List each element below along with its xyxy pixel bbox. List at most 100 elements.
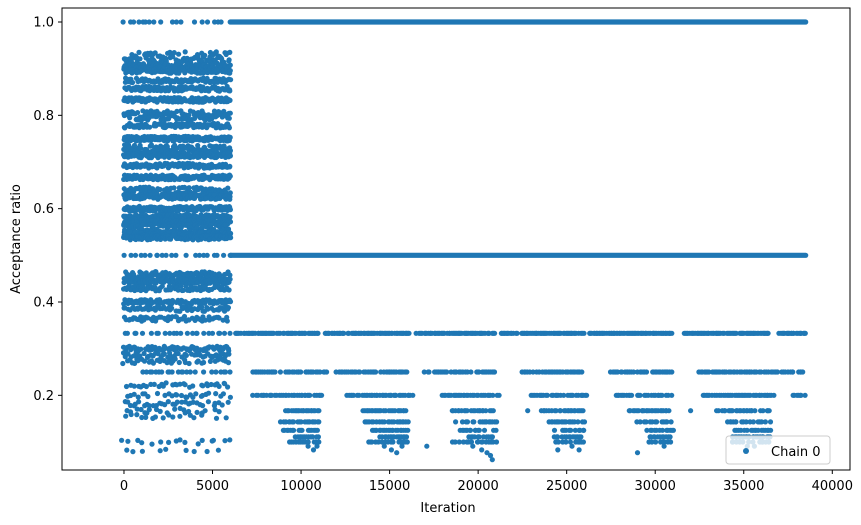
data-point [468,439,475,445]
data-point [634,450,641,456]
data-point [133,330,139,336]
data-point [221,330,228,336]
data-point [216,315,222,321]
data-point [169,252,175,258]
data-point [135,437,141,443]
data-point [228,235,234,241]
data-point [316,408,322,414]
data-point [167,287,174,293]
data-point [190,383,196,389]
data-point [631,369,637,375]
data-point [490,408,496,414]
data-point [166,412,172,418]
data-point [125,438,131,444]
data-point [202,52,208,58]
data-point [142,252,148,258]
data-point [316,419,322,425]
data-point [220,317,226,323]
data-point [373,369,379,375]
data-point [468,369,474,375]
data-point [351,392,357,398]
x-tick-label: 40000 [812,479,853,494]
data-point [139,448,145,454]
data-point [659,427,666,433]
data-point [227,219,234,225]
data-point [762,419,769,425]
data-point [669,330,675,336]
data-point [169,297,176,304]
data-point [223,415,229,421]
data-point [629,392,635,398]
data-point [127,229,134,235]
data-point [464,408,470,414]
data-point [666,408,672,414]
data-point [579,369,585,375]
data-point [479,447,485,453]
data-point [162,402,168,408]
data-point [476,427,482,433]
x-tick-label: 10000 [280,479,321,494]
data-point [390,439,396,445]
data-point [199,304,205,310]
data-point [572,427,578,433]
data-point [576,447,582,453]
data-point [223,222,229,228]
data-point [159,283,165,289]
data-point [213,391,219,397]
x-tick-label: 20000 [457,479,498,494]
data-point [155,351,161,357]
data-point [227,49,233,56]
data-point [170,414,176,420]
data-point [166,439,172,445]
data-point [131,19,137,25]
data-point [135,394,141,400]
data-point [314,427,320,433]
data-point [750,419,757,425]
data-point [169,369,175,375]
data-point [802,392,808,398]
data-point [143,414,149,420]
data-point [213,415,220,421]
data-point [176,359,182,366]
legend: Chain 0 [725,435,831,465]
data-point [125,399,131,405]
data-point [305,443,311,449]
data-point [765,330,771,336]
data-point [151,381,157,387]
data-point [217,330,223,336]
data-point [174,108,180,114]
x-tick-label: 25000 [546,479,587,494]
data-point [226,115,232,121]
data-point [167,330,173,336]
data-point [227,369,233,375]
data-point [487,452,494,459]
data-point [227,330,233,336]
data-point [555,439,562,445]
data-point [580,408,586,414]
data-point [768,427,774,433]
data-point [481,427,488,433]
data-point [136,19,142,25]
data-point [173,252,179,258]
data-point [227,190,233,196]
data-point [555,434,561,440]
data-point [669,392,675,398]
data-point [525,408,531,414]
y-tick-label: 0.8 [33,109,54,124]
data-point [154,390,161,397]
data-point [654,419,660,425]
data-point [178,19,184,25]
data-point [227,163,233,169]
data-point [553,408,559,414]
data-point [496,392,502,398]
data-point [137,56,143,62]
data-point [319,392,325,398]
data-point [157,408,163,414]
data-point [670,427,677,433]
data-point [569,443,575,449]
data-point [649,439,655,445]
data-point [225,384,231,390]
data-point [187,369,193,375]
data-point [225,399,231,405]
data-point [767,419,774,425]
